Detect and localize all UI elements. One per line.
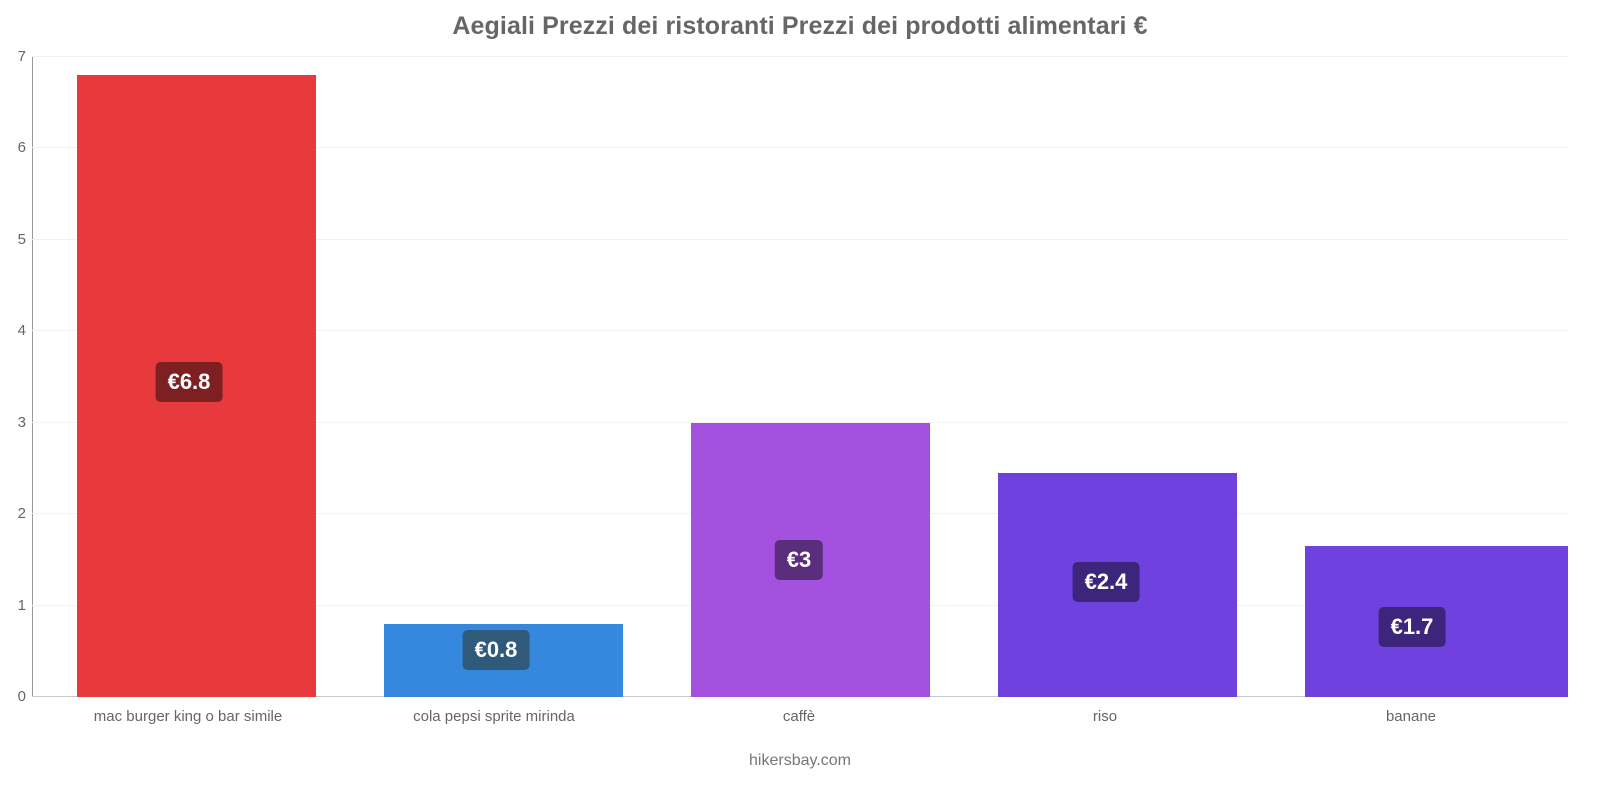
bar-value-label-3: €2.4: [1072, 562, 1140, 602]
y-tick-label-1: 1: [17, 596, 26, 614]
gridline-6: [32, 147, 1568, 149]
x-tick-label-3: riso: [1092, 708, 1118, 725]
gridline-5: [32, 238, 1568, 240]
y-tick-label-6: 6: [17, 139, 26, 157]
x-tick-label-4: banane: [1385, 708, 1437, 725]
y-tick-label-2: 2: [17, 505, 26, 523]
y-tick-label-3: 3: [17, 413, 26, 431]
plot-area: 0 1 2 3 4 5 6 7 €6.8 €0.8 €3 €2.4 €1.7: [18, 49, 1568, 704]
y-tick-label-5: 5: [17, 230, 26, 248]
bar-value-label-1: €0.8: [462, 630, 530, 670]
bar-value-label-0: €6.8: [155, 362, 223, 402]
bar-value-label-4: €1.7: [1378, 607, 1446, 647]
y-tick-label-7: 7: [17, 48, 26, 65]
gridline-3: [32, 421, 1568, 423]
gridline-4: [32, 330, 1568, 332]
chart-title: Aegiali Prezzi dei ristoranti Prezzi dei…: [452, 12, 1148, 40]
y-axis-line: [32, 57, 33, 697]
y-tick-label-0: 0: [17, 688, 26, 705]
x-tick-label-0: mac burger king o bar simile: [93, 708, 283, 725]
y-tick-label-4: 4: [17, 322, 26, 340]
bar-value-label-2: €3: [774, 540, 824, 580]
x-tick-label-2: caffè: [782, 708, 816, 725]
source-watermark: hikersbay.com: [749, 752, 851, 769]
gridline-7: [32, 56, 1568, 57]
x-tick-label-1: cola pepsi sprite mirinda: [413, 708, 575, 725]
